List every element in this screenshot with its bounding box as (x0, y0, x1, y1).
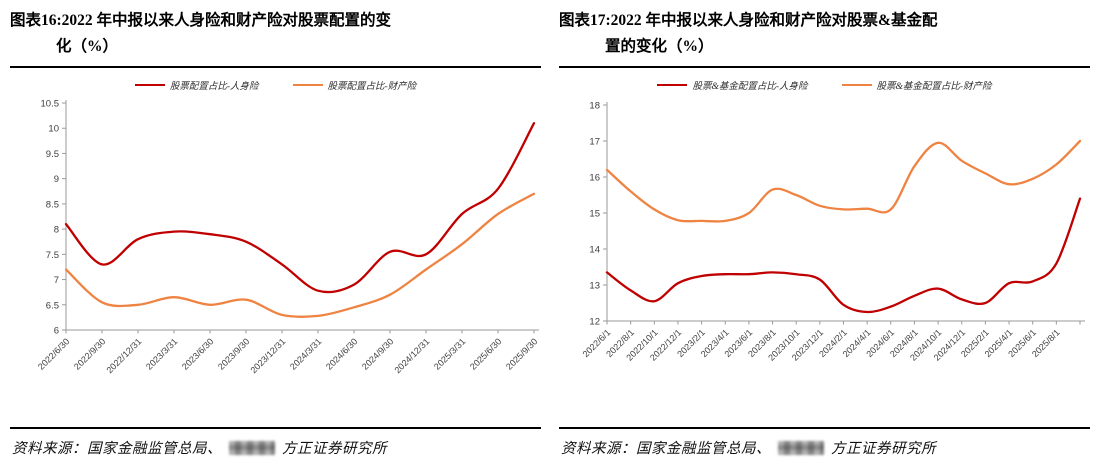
figure-17-source-note: 资料来源：国家金融监管总局、 方正证券研究所 (559, 427, 1090, 468)
figure-16-title: 图表16:2022 年中报以来人身险和财产险对股票配置的变 化（%） (10, 6, 541, 68)
y-tick-label: 6 (54, 326, 59, 337)
legend-swatch (657, 83, 688, 87)
figure-17-legend: 股票&基金配置占比-人身险 股票&基金配置占比-财产险 (559, 77, 1090, 93)
x-tick-label: 2024/6/30 (324, 336, 359, 371)
legend-item: 股票&基金配置占比-财产险 (841, 78, 992, 92)
legend-label: 股票&基金配置占比-人身险 (692, 82, 808, 92)
x-tick-label: 2024/12/31 (392, 336, 431, 375)
x-tick-label: 2022/12/31 (104, 336, 143, 375)
source-text-prefix: 资料来源：国家金融监管总局、 (561, 441, 771, 457)
figure-16-source-note: 资料来源：国家金融监管总局、 方正证券研究所 (10, 427, 541, 468)
x-tick-label: 2025/6/30 (468, 336, 503, 371)
source-text-suffix: 方正证券研究所 (282, 441, 387, 457)
y-tick-label: 10 (48, 124, 59, 135)
y-tick-label: 12 (589, 317, 600, 328)
figure-16-line-chart: 6 6.5 7 7.5 8 8.5 9 9.5 10 10.5 2022/6/30 2022/9/30… (36, 99, 539, 376)
x-tick-label: 2023/6/30 (180, 336, 215, 371)
legend-item: 股票配置占比-人身险 (134, 78, 259, 92)
y-tick-label: 17 (589, 137, 600, 148)
legend-label: 股票配置占比-财产险 (327, 82, 417, 92)
series-line (605, 197, 1082, 314)
series-line (64, 192, 536, 319)
x-tick-label: 2022/9/30 (72, 336, 107, 371)
x-tick-label: 2023/9/30 (216, 336, 251, 371)
x-tick-label: 2023/3/31 (144, 336, 179, 371)
source-text-prefix: 资料来源：国家金融监管总局、 (12, 441, 222, 457)
legend-label: 股票配置占比-人身险 (169, 82, 259, 92)
figure-16-title-line2: 化（%） (56, 37, 119, 55)
x-tick-label: 2025/3/31 (432, 336, 467, 371)
x-tick-label: 2022/6/30 (36, 336, 71, 371)
redacted-block (778, 441, 824, 455)
y-tick-label: 7.5 (46, 250, 59, 261)
legend-item: 股票配置占比-财产险 (292, 78, 417, 92)
y-tick-label: 10.5 (41, 99, 60, 110)
y-tick-label: 6.5 (46, 300, 59, 311)
figure-17-line-chart: 121314151617182022/6/12022/8/12022/10/12… (581, 101, 1085, 363)
y-tick-label: 7 (54, 275, 59, 286)
y-tick-label: 8.5 (46, 199, 59, 210)
series-line (605, 139, 1082, 223)
legend-item: 股票&基金配置占比-人身险 (657, 78, 808, 92)
figure-17-title: 图表17:2022 年中报以来人身险和财产险对股票&基金配 置的变化（%） (559, 6, 1090, 68)
y-tick-label: 9 (54, 174, 59, 185)
x-tick-label: 2024/3/31 (288, 336, 323, 371)
x-tick-label: 2025/9/30 (504, 336, 539, 371)
y-tick-label: 15 (589, 209, 600, 220)
y-tick-label: 16 (589, 173, 600, 184)
figure-16: 图表16:2022 年中报以来人身险和财产险对股票配置的变 化（%） 股票配置占… (10, 6, 541, 468)
legend-swatch (134, 83, 165, 87)
redacted-block (229, 441, 275, 455)
figure-17: 图表17:2022 年中报以来人身险和财产险对股票&基金配 置的变化（%） 股票… (559, 6, 1090, 468)
legend-swatch (292, 83, 323, 87)
legend-label: 股票&基金配置占比-财产险 (876, 82, 992, 92)
axes (603, 102, 1085, 325)
x-tick-label: 2023/12/31 (248, 336, 287, 375)
source-text-suffix: 方正证券研究所 (831, 441, 936, 457)
legend-swatch (841, 83, 872, 87)
y-tick-label: 14 (589, 245, 600, 256)
figure-17-title-line1: 图表17:2022 年中报以来人身险和财产险对股票&基金配 (559, 12, 938, 29)
axes (62, 100, 539, 334)
x-tick-label: 2024/9/30 (360, 336, 395, 371)
figure-16-legend: 股票配置占比-人身险 股票配置占比-财产险 (10, 77, 541, 93)
y-tick-label: 9.5 (46, 149, 59, 160)
y-tick-label: 13 (589, 281, 600, 292)
y-tick-label: 18 (589, 101, 600, 112)
y-tick-label: 8 (54, 225, 59, 236)
figure-16-title-line1: 图表16:2022 年中报以来人身险和财产险对股票配置的变 (10, 12, 392, 29)
series-line (64, 122, 536, 294)
figure-17-title-line2: 置的变化（%） (605, 37, 714, 55)
